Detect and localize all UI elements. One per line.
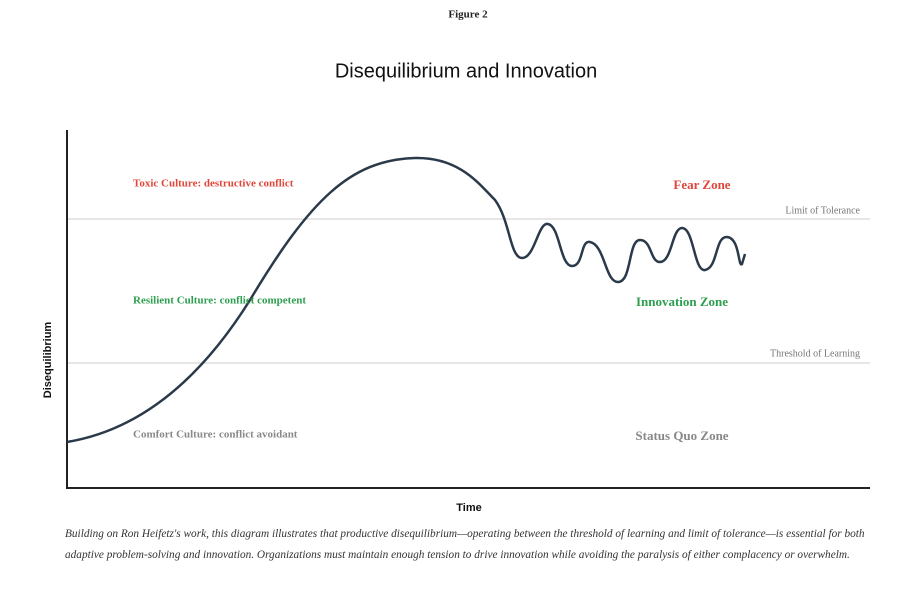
zone-label: Fear Zone — [673, 177, 730, 192]
y-axis-label: Disequilibrium — [42, 322, 54, 399]
x-axis-label: Time — [456, 502, 481, 514]
culture-label: Comfort Culture: conflict avoidant — [133, 429, 298, 441]
diagram: Figure 2 Disequilibrium and Innovation L… — [42, 9, 870, 514]
figure-label: Figure 2 — [448, 9, 488, 21]
threshold-label: Limit of Tolerance — [785, 205, 860, 216]
curve — [66, 156, 747, 444]
culture-label: Toxic Culture: destructive conflict — [133, 178, 294, 190]
culture-label: Resilient Culture: conflict competent — [133, 295, 306, 307]
zone-label: Status Quo Zone — [635, 428, 728, 443]
caption: Building on Ron Heifetz's work, this dia… — [65, 528, 865, 561]
threshold-label: Threshold of Learning — [770, 348, 860, 359]
zone-label: Innovation Zone — [636, 294, 728, 309]
title: Disequilibrium and Innovation — [335, 60, 597, 82]
